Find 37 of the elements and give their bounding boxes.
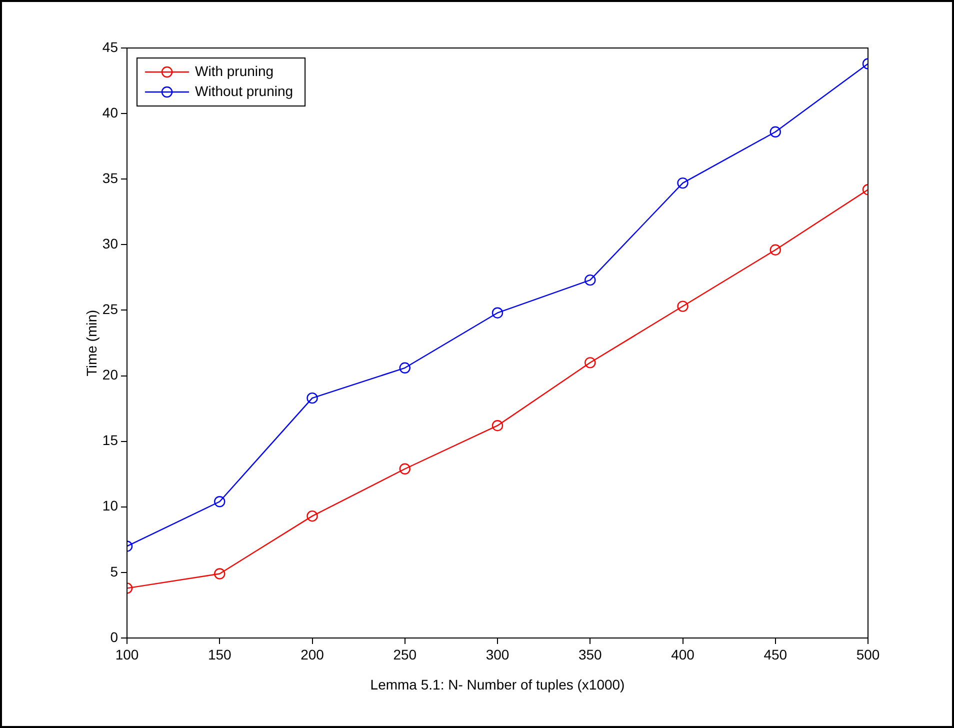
x-tick-label: 350	[578, 646, 602, 662]
point	[214, 568, 226, 580]
y-tick-label: 10	[102, 498, 118, 514]
y-axis-title: Time (min)	[83, 310, 100, 376]
legend-label: Without pruning	[195, 82, 294, 99]
x-tick-label: 150	[208, 646, 232, 662]
y-tick-label: 30	[102, 236, 118, 252]
x-tick-label: 500	[856, 646, 880, 662]
point	[306, 510, 318, 522]
y-tick-label: 0	[110, 628, 118, 645]
point	[770, 126, 781, 138]
x-tick-label: 450	[764, 646, 788, 662]
y-tick-label: 40	[102, 104, 118, 120]
point	[677, 177, 688, 189]
x-tick-label: 100	[115, 646, 139, 662]
point	[214, 496, 226, 508]
y-tick-label: 25	[102, 301, 118, 318]
y-tick-label: 45	[102, 38, 118, 55]
x-tick-label: 300	[486, 646, 510, 662]
x-tick-label: 250	[393, 646, 417, 662]
x-tick-label: 400	[671, 646, 695, 662]
legend-label: With pruning	[195, 62, 274, 79]
point	[492, 307, 504, 318]
point	[584, 357, 596, 368]
y-tick-label: 20	[102, 366, 118, 383]
point	[770, 244, 781, 256]
point	[306, 392, 318, 404]
y-tick-label: 35	[102, 170, 118, 186]
point	[399, 362, 410, 374]
x-tick-label: 200	[300, 646, 324, 662]
point	[584, 274, 596, 286]
y-tick-label: 15	[102, 432, 118, 448]
point	[399, 463, 410, 474]
y-tick-label: 5	[110, 563, 118, 580]
x-axis-title: Lemma 5.1: N- Number of tuples (x1000)	[370, 676, 625, 692]
point	[492, 420, 504, 432]
point	[677, 300, 688, 312]
